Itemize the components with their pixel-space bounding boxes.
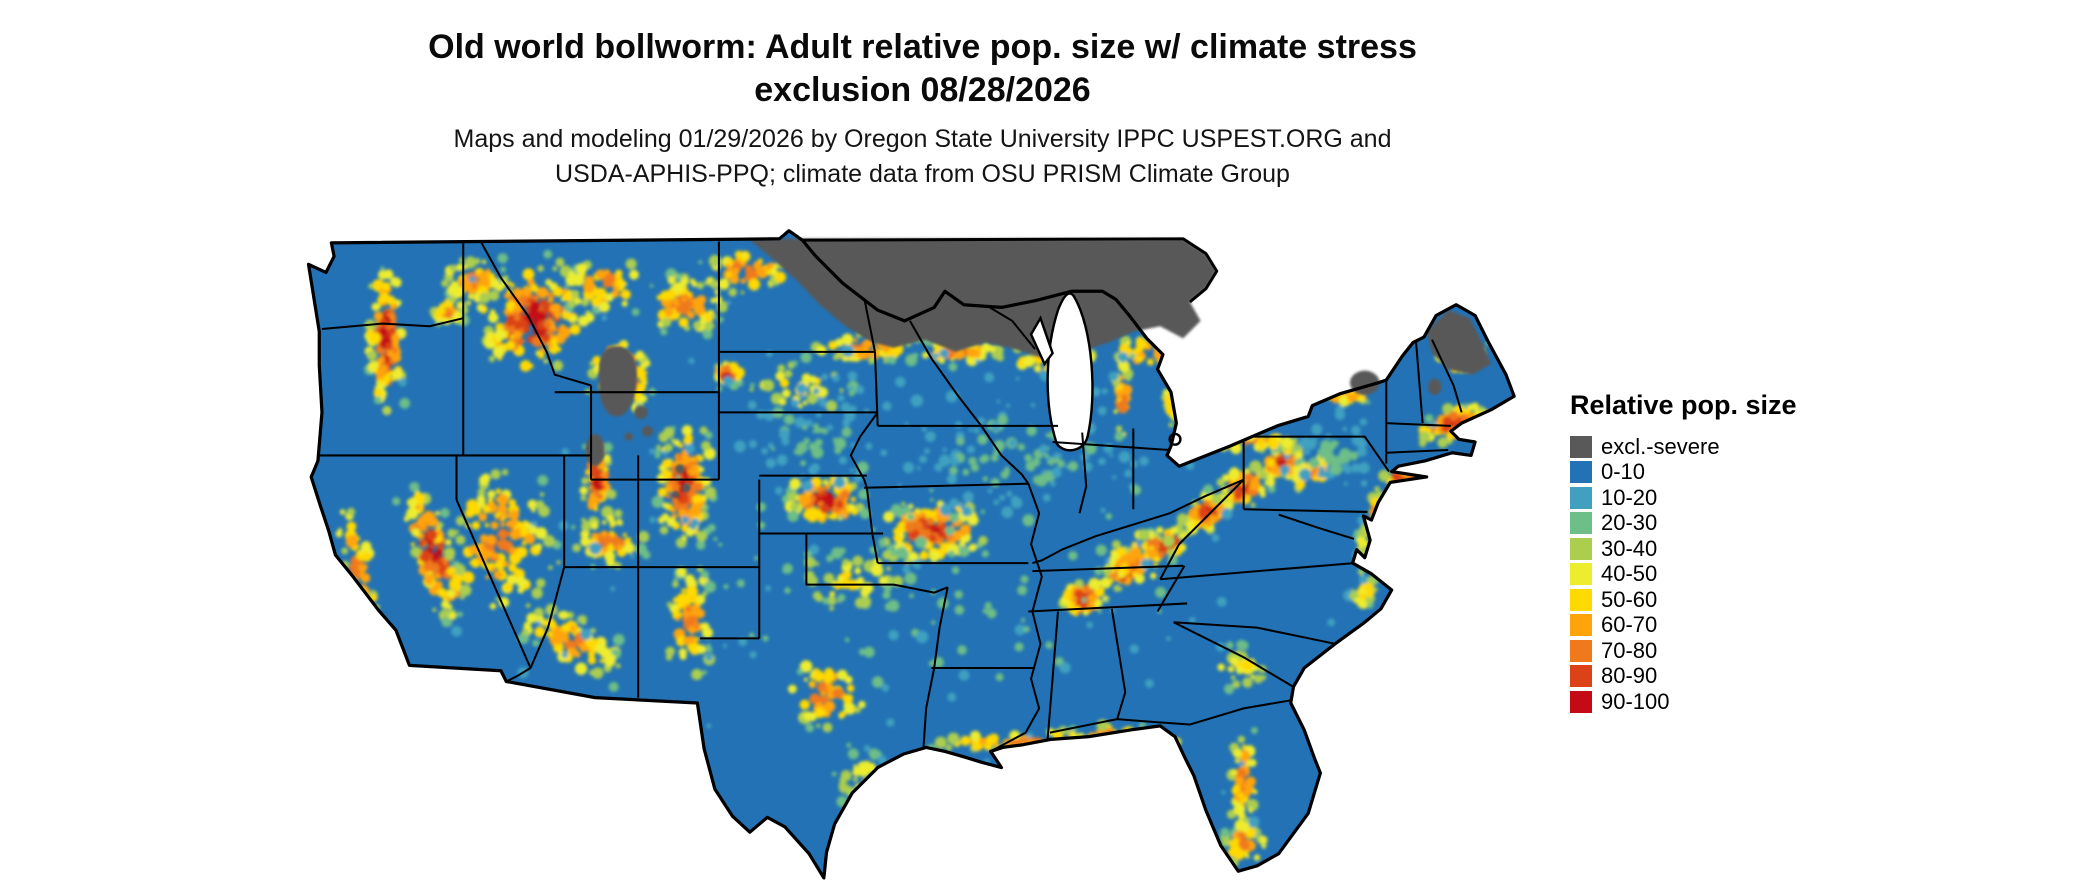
legend-label: 30-40 bbox=[1601, 535, 1658, 561]
legend-item: 70-80 bbox=[1570, 638, 1870, 664]
legend-swatch bbox=[1570, 690, 1592, 713]
legend-swatch bbox=[1570, 614, 1592, 637]
legend: Relative pop. size excl.-severe 0-10 10-20… bbox=[1570, 390, 1870, 715]
legend-label: 80-90 bbox=[1601, 663, 1658, 689]
legend-label: 50-60 bbox=[1601, 586, 1658, 612]
legend-label: 90-100 bbox=[1601, 688, 1670, 714]
legend-swatch bbox=[1570, 639, 1592, 662]
map-title: Old world bollworm: Adult relative pop. … bbox=[0, 26, 1845, 112]
legend-swatch bbox=[1570, 512, 1592, 535]
legend-item: 10-20 bbox=[1570, 485, 1870, 511]
legend-item: 20-30 bbox=[1570, 511, 1870, 537]
legend-swatch bbox=[1570, 435, 1592, 458]
legend-item: 90-100 bbox=[1570, 689, 1870, 715]
legend-label: 70-80 bbox=[1601, 637, 1658, 663]
legend-item: 50-60 bbox=[1570, 587, 1870, 613]
map-title-line1: Old world bollworm: Adult relative pop. … bbox=[428, 28, 1417, 66]
legend-title: Relative pop. size bbox=[1570, 390, 1797, 420]
us-map-svg bbox=[306, 229, 1516, 880]
legend-item: 60-70 bbox=[1570, 613, 1870, 639]
legend-swatch bbox=[1570, 486, 1592, 509]
legend-item: excl.-severe bbox=[1570, 434, 1870, 460]
legend-label: 10-20 bbox=[1601, 484, 1658, 510]
legend-swatch bbox=[1570, 461, 1592, 484]
legend-items: excl.-severe 0-10 10-20 20-30 30-40 40-50 50-6… bbox=[1570, 434, 1870, 715]
map-subtitle-line1: Maps and modeling 01/29/2026 by Oregon S… bbox=[453, 125, 1392, 153]
legend-item: 0-10 bbox=[1570, 460, 1870, 486]
legend-swatch bbox=[1570, 665, 1592, 688]
legend-label: excl.-severe bbox=[1601, 433, 1720, 459]
legend-swatch bbox=[1570, 563, 1592, 586]
map-subtitle-line2: USDA-APHIS-PPQ; climate data from OSU PR… bbox=[555, 159, 1290, 188]
legend-label: 0-10 bbox=[1601, 459, 1646, 485]
legend-swatch bbox=[1570, 588, 1592, 611]
legend-swatch bbox=[1570, 537, 1592, 560]
legend-label: 20-30 bbox=[1601, 510, 1658, 536]
legend-label: 60-70 bbox=[1601, 612, 1658, 638]
legend-label: 40-50 bbox=[1601, 561, 1658, 587]
legend-item: 30-40 bbox=[1570, 536, 1870, 562]
map-subtitle: Maps and modeling 01/29/2026 by Oregon S… bbox=[0, 122, 1845, 191]
legend-item: 80-90 bbox=[1570, 664, 1870, 690]
legend-item: 40-50 bbox=[1570, 562, 1870, 588]
map-title-line2: exclusion 08/28/2026 bbox=[754, 70, 1091, 109]
us-map bbox=[300, 224, 1528, 886]
